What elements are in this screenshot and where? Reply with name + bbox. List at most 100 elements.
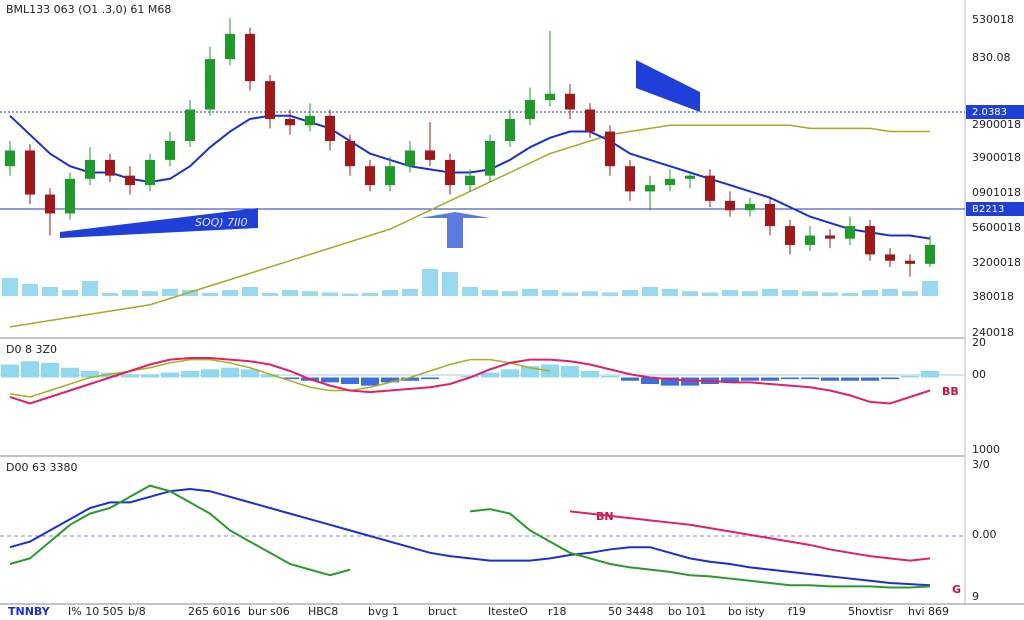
- histogram-bar: [801, 377, 819, 380]
- volume-bar: [142, 291, 158, 296]
- volume-bar: [82, 281, 98, 296]
- candle-body: [885, 254, 895, 261]
- time-label: I% 10 505: [68, 605, 124, 618]
- time-label: b/8: [128, 605, 146, 618]
- volume-bar: [182, 290, 198, 296]
- candle-body: [605, 131, 615, 167]
- volume-bar: [542, 290, 558, 296]
- marker-shape: [636, 60, 700, 112]
- candle-body: [565, 93, 575, 110]
- candle-body: [405, 150, 415, 167]
- histogram-bar: [261, 374, 279, 378]
- histogram-bar: [341, 377, 359, 384]
- candle-body: [365, 166, 375, 186]
- volume-bar: [322, 292, 338, 296]
- histogram-bar: [561, 366, 579, 378]
- histogram-bar: [241, 369, 259, 378]
- chart-title: BML133 063 (O1 .3,0) 61 M68: [6, 3, 171, 16]
- volume-bar: [642, 287, 658, 296]
- volume-bar: [702, 292, 718, 296]
- histogram-bar: [621, 377, 639, 381]
- volume-bar: [42, 287, 58, 296]
- candle-body: [745, 204, 755, 211]
- candle-body: [105, 159, 115, 176]
- histogram-bar: [861, 377, 879, 381]
- marker-label: BN: [596, 510, 614, 523]
- volume-bar: [522, 288, 538, 296]
- histogram-bar: [881, 377, 899, 380]
- histogram-bar: [381, 377, 399, 383]
- histogram-bar: [401, 377, 419, 381]
- histogram-bar: [181, 371, 199, 378]
- time-label: 50 3448: [608, 605, 654, 618]
- time-label: bur s06: [248, 605, 290, 618]
- volume-bar: [722, 290, 738, 296]
- candle-body: [425, 150, 435, 160]
- y-axis-label: 3200018: [972, 256, 1021, 269]
- indicator-line: [9, 357, 931, 405]
- candle-body: [865, 226, 875, 255]
- volume-bar: [602, 292, 618, 296]
- candle-body: [625, 166, 635, 192]
- time-label: bruct: [428, 605, 458, 618]
- y-axis-label: 0.00: [972, 528, 997, 541]
- candle-body: [645, 185, 655, 192]
- histogram-bar: [761, 377, 779, 381]
- price-tag-bg: [966, 202, 1024, 216]
- time-label: TNNBY: [8, 605, 51, 618]
- y-axis-label: 00: [972, 368, 986, 381]
- y-axis-label: 3900018: [972, 151, 1021, 164]
- volume-bar: [302, 291, 318, 296]
- histogram-bar: [581, 371, 599, 378]
- histogram-bar: [141, 374, 159, 378]
- y-axis-label: 2900018: [972, 118, 1021, 131]
- y-axis-label: 830.08: [972, 51, 1011, 64]
- volume-bar: [582, 291, 598, 296]
- candle-body: [765, 204, 775, 227]
- candle-body: [125, 175, 135, 186]
- histogram-bar: [661, 377, 679, 386]
- volume-bar: [682, 291, 698, 296]
- histogram-bar: [201, 369, 219, 378]
- candle-body: [245, 33, 255, 82]
- histogram-bar: [321, 377, 339, 383]
- histogram-bar: [601, 375, 619, 378]
- candle-body: [505, 118, 515, 141]
- volume-bar: [62, 290, 78, 296]
- time-label: 265 6016: [188, 605, 241, 618]
- candle-body: [525, 100, 535, 119]
- candle-body: [325, 115, 335, 141]
- volume-bar: [562, 292, 578, 296]
- y-axis-label: 5600018: [972, 221, 1021, 234]
- y-axis-label: 240018: [972, 326, 1014, 339]
- volume-bar: [742, 291, 758, 296]
- volume-bar: [342, 293, 358, 296]
- candle-body: [265, 81, 275, 119]
- volume-bar: [262, 293, 278, 296]
- candle-body: [45, 194, 55, 214]
- volume-bar: [662, 288, 678, 296]
- banner-text: SOQ) 7II0: [195, 216, 248, 229]
- histogram-bar: [741, 377, 759, 381]
- time-label: HBC8: [308, 605, 338, 618]
- time-label: bo 101: [668, 605, 706, 618]
- indicator-line: [9, 487, 931, 587]
- volume-bar: [802, 291, 818, 296]
- volume-bar: [442, 272, 458, 296]
- time-label: f19: [788, 605, 806, 618]
- candle-body: [805, 235, 815, 245]
- volume-bar: [762, 288, 778, 296]
- candle-body: [905, 260, 915, 264]
- y-axis-label: 530018: [972, 13, 1014, 26]
- candle-body: [305, 115, 315, 126]
- volume-bar: [462, 287, 478, 296]
- histogram-bar: [61, 367, 79, 378]
- volume-bar: [282, 290, 298, 296]
- candle-body: [285, 118, 295, 126]
- candle-body: [485, 141, 495, 176]
- candle-body: [25, 150, 35, 195]
- histogram-bar: [841, 377, 859, 381]
- candle-body: [445, 159, 455, 186]
- candle-body: [165, 141, 175, 160]
